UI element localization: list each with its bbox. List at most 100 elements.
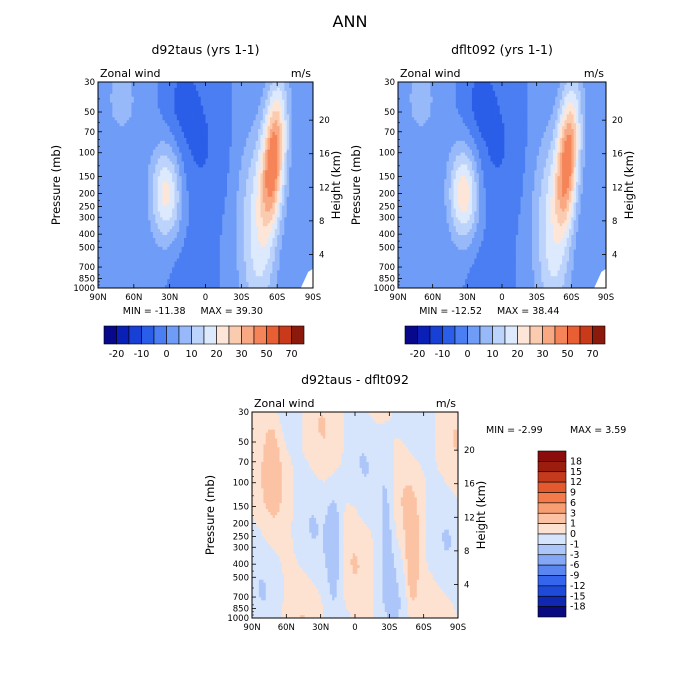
field-cell — [119, 129, 123, 133]
field-cell — [167, 190, 171, 195]
field-cell — [296, 137, 300, 142]
field-cell — [262, 126, 266, 130]
field-cell — [193, 105, 197, 109]
field-cell — [224, 120, 228, 124]
field-cell — [217, 105, 221, 109]
field-cell — [124, 134, 128, 139]
field-cell — [210, 111, 214, 115]
field-cell — [155, 214, 159, 218]
field-cell — [289, 90, 292, 95]
field-cell — [272, 120, 276, 124]
field-cell — [301, 99, 304, 103]
field-cell — [129, 108, 132, 112]
field-cell — [253, 82, 257, 86]
field-cell — [207, 173, 211, 177]
field-cell — [145, 152, 149, 156]
field-cell — [152, 161, 156, 165]
field-cell — [303, 158, 307, 162]
field-cell — [193, 196, 197, 201]
field-cell — [105, 167, 108, 171]
field-cell — [243, 185, 247, 189]
field-cell — [270, 140, 273, 145]
field-cell — [229, 105, 233, 109]
field-cell — [186, 82, 190, 86]
field-cell — [253, 126, 257, 130]
field-cell — [262, 214, 266, 218]
field-cell — [152, 117, 156, 121]
field-cell — [222, 161, 226, 165]
field-cell — [289, 134, 292, 139]
field-cell — [231, 126, 235, 130]
field-cell — [114, 232, 118, 236]
field-cell — [241, 146, 245, 151]
field-cell — [284, 205, 288, 209]
field-cell — [148, 105, 151, 109]
field-cell — [195, 132, 199, 136]
field-cell — [198, 149, 202, 154]
field-cell — [112, 223, 116, 227]
field-cell — [188, 161, 192, 165]
field-cell — [279, 158, 283, 162]
field-cell — [152, 155, 156, 159]
field-cell — [129, 84, 132, 89]
field-cell — [152, 87, 156, 92]
field-cell — [260, 196, 264, 201]
field-cell — [114, 146, 118, 151]
field-cell — [148, 129, 151, 133]
field-cell — [248, 93, 252, 98]
field-cell — [267, 90, 271, 95]
field-cell — [155, 114, 159, 118]
field-cell — [227, 84, 230, 89]
field-cell — [308, 102, 312, 106]
field-cell — [121, 96, 125, 101]
field-cell — [293, 217, 297, 221]
field-cell — [191, 146, 194, 151]
field-cell — [258, 146, 261, 151]
field-cell — [279, 152, 283, 156]
field-cell — [167, 185, 171, 189]
field-cell — [246, 114, 249, 118]
field-cell — [289, 176, 292, 180]
field-cell — [298, 126, 302, 130]
field-cell — [186, 182, 190, 186]
field-cell — [195, 164, 199, 168]
field-cell — [186, 164, 190, 168]
field-cell — [250, 105, 254, 109]
field-cell — [222, 187, 226, 192]
field-cell — [258, 140, 261, 145]
field-cell — [152, 137, 156, 142]
field-cell — [143, 111, 147, 115]
field-cell — [270, 237, 273, 242]
field-cell — [210, 187, 214, 192]
field-cell — [124, 96, 128, 101]
field-cell — [286, 120, 290, 124]
field-cell — [129, 179, 132, 183]
field-cell — [231, 111, 235, 115]
field-cell — [310, 129, 314, 133]
field-cell — [231, 196, 235, 201]
field-cell — [227, 155, 230, 159]
field-cell — [145, 114, 149, 118]
field-cell — [215, 149, 218, 154]
field-cell — [152, 211, 156, 215]
field-cell — [160, 102, 163, 106]
field-cell — [277, 132, 280, 136]
field-cell — [270, 214, 273, 218]
field-cell — [126, 96, 130, 101]
field-cell — [253, 214, 257, 218]
field-cell — [169, 120, 173, 124]
field-cell — [138, 229, 142, 233]
field-cell — [210, 102, 214, 106]
field-cell — [114, 237, 118, 242]
field-cell — [141, 202, 144, 206]
field-cell — [224, 170, 228, 174]
field-cell — [274, 223, 278, 227]
field-cell — [222, 132, 226, 136]
field-cell — [195, 120, 199, 124]
field-cell — [117, 93, 120, 98]
field-cell — [169, 102, 173, 106]
field-cell — [100, 129, 104, 133]
field-cell — [296, 117, 300, 121]
field-cell — [164, 158, 168, 162]
field-cell — [141, 96, 144, 101]
